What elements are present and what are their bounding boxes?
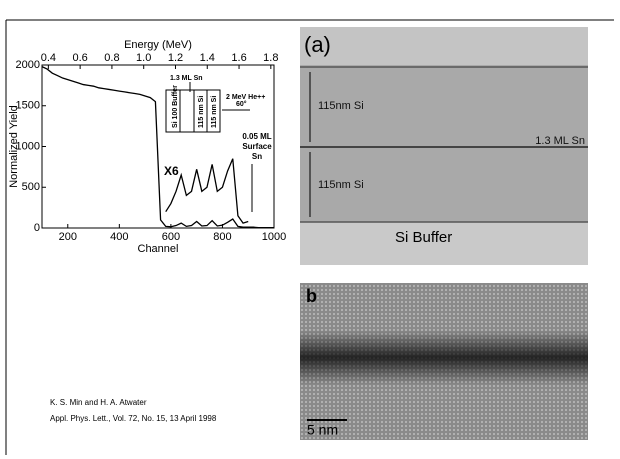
x2-tick-label: 1.6 [231,52,246,64]
x2-tick-label: 1.2 [168,52,183,64]
y-tick-label: 1500 [16,100,40,112]
image-text: 115nm Si [318,100,364,112]
tem-region [300,27,588,65]
data-line [165,158,249,224]
x-tick-label: 400 [110,231,128,243]
sn-layer [300,330,588,385]
annotation: 60° [236,100,247,108]
y-tick-label: 2000 [16,59,40,71]
annotation: Si 100 Buffer [172,85,179,128]
x-tick-label: 1000 [262,231,286,243]
chart: 200 400 600 800 1000 0.4 0.6 0.8 1.0 1.2 1.4 1.6 1.8… [8,39,286,255]
y-tick-label: 500 [22,181,40,193]
x2-tick-label: 1.8 [263,52,278,64]
image-text: 115nm Si [318,179,364,191]
x-axis-label: Channel [138,243,179,255]
panel-label: (a) [304,32,331,57]
y-tick-label: 1000 [16,140,40,152]
x2-tick-label: 0.6 [72,52,87,64]
citation: Appl. Phys. Lett., Vol. 72, No. 15, 13 A… [50,414,217,423]
image-text: 1.3 ML Sn [535,135,585,147]
annotation: 1.3 ML Sn [170,75,203,82]
x2-tick-label: 0.8 [104,52,119,64]
inset-box [165,89,221,133]
annotation: 115 nm Si [198,96,205,128]
annotation: 0.05 ML [242,132,271,141]
citation: K. S. Min and H. A. Atwater [50,398,147,407]
annotation: 115 nm Si [211,96,218,128]
annotation: Sn [252,152,262,161]
y-axis-label: Normalized Yield [8,105,20,188]
data-line [41,66,274,229]
image-text: Si Buffer [395,229,452,246]
x-tick-label: 200 [59,231,77,243]
x2-tick-label: 1.0 [136,52,151,64]
y-tick-label: 0 [34,222,40,234]
scale-label: 5 nm [307,422,338,438]
x2-tick-label: 0.4 [41,52,56,64]
x2-tick-label: 1.4 [200,52,215,64]
x-tick-label: 600 [162,231,180,243]
x-tick-label: 800 [213,231,231,243]
tem-region [300,222,588,265]
annotation: Surface [242,142,272,151]
panel-label: b [306,286,317,306]
x2-axis-label: Energy (MeV) [124,39,192,51]
annotation: X6 [164,164,179,178]
annotation: 2 MeV He++ [226,94,265,101]
